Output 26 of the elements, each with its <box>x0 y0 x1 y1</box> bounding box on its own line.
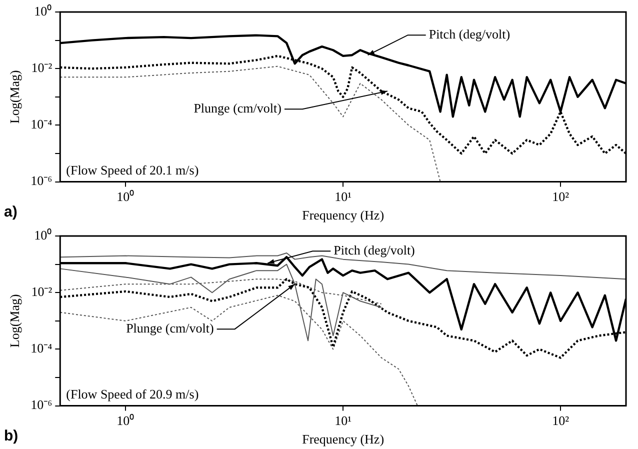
x-axis-title: Frequency (Hz) <box>302 432 384 447</box>
annotation: Plunge (cm/volt) <box>126 320 214 336</box>
x-axis-title: Frequency (Hz) <box>302 208 384 223</box>
y-tick-label: 10⁻⁶ <box>30 173 52 188</box>
y-axis-title: Log(Mag) <box>7 70 22 124</box>
y-tick-label: 10⁰ <box>34 3 52 18</box>
annotation: (Flow Speed of 20.9 m/s) <box>66 386 199 402</box>
text: a) <box>4 204 18 221</box>
annotation: Pitch (deg/volt) <box>428 26 510 42</box>
x-tick-label: 10¹ <box>334 189 352 204</box>
y-tick-label: 10⁰ <box>34 227 52 242</box>
text: b) <box>4 428 18 445</box>
annotation: Plunge (cm/volt) <box>194 100 282 116</box>
x-tick-label: 10¹ <box>334 413 352 428</box>
y-tick-label: 10⁻² <box>31 60 52 76</box>
annotation: Pitch (deg/volt) <box>334 242 415 258</box>
y-tick-label: 10⁻⁴ <box>30 340 53 356</box>
y-axis-title: Log(Mag) <box>7 294 22 348</box>
x-tick-label: 10⁰ <box>116 189 135 204</box>
annotation: (Flow Speed of 20.1 m/s) <box>66 162 199 178</box>
y-tick-label: 10⁻⁶ <box>30 397 52 412</box>
y-tick-label: 10⁻⁴ <box>30 116 53 132</box>
x-tick-label: 10⁰ <box>116 413 135 428</box>
x-tick-label: 10² <box>552 413 570 428</box>
y-tick-label: 10⁻² <box>31 284 52 300</box>
x-tick-label: 10² <box>552 189 570 204</box>
